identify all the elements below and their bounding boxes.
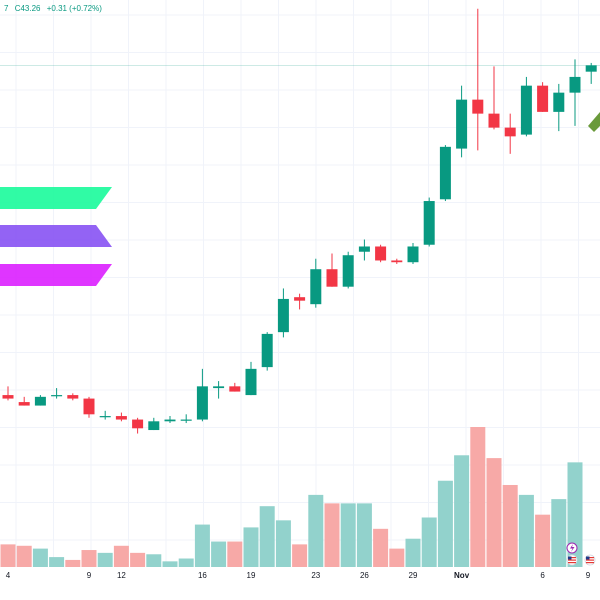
volume-bar: [437, 480, 453, 567]
candle-body: [585, 65, 597, 72]
candle-body: [456, 99, 468, 149]
close-price: C43.26: [14, 4, 41, 13]
volume-bar: [421, 517, 437, 567]
candle-body: [326, 269, 338, 287]
candle-body: [553, 92, 565, 112]
x-tick-label: 9: [87, 571, 92, 580]
volume-bar: [292, 544, 308, 567]
volume-bar: [340, 503, 356, 567]
candle-series: [2, 8, 597, 434]
candle-body: [569, 76, 581, 93]
volume-bar: [227, 541, 243, 567]
volume-bar: [518, 494, 534, 567]
candle-body: [34, 396, 46, 406]
candle-body: [375, 246, 387, 261]
volume-bar: [32, 548, 48, 567]
volume-bar: [259, 506, 275, 567]
candle-body: [261, 333, 273, 368]
volume-bars: [0, 427, 583, 567]
volume-bar: [502, 484, 518, 567]
candle-body: [310, 269, 322, 305]
volume-bar: [356, 503, 372, 567]
trend-arrow-icon: [588, 112, 600, 132]
candle-body: [391, 260, 403, 263]
volume-bar: [65, 559, 81, 567]
candle-body: [132, 419, 144, 429]
volume-bar: [16, 545, 32, 567]
volume-bar: [81, 550, 97, 567]
candle-body: [2, 395, 14, 399]
candle-body: [439, 146, 451, 200]
volume-bar: [551, 499, 567, 567]
x-tick-label: 23: [311, 571, 320, 580]
candle-body: [472, 99, 484, 114]
lightning-icon[interactable]: [566, 542, 578, 554]
candle-body: [51, 395, 63, 397]
volume-bar: [389, 548, 405, 567]
candle-body: [164, 419, 176, 422]
candle-body: [488, 113, 500, 128]
candle-body: [520, 85, 532, 135]
volume-bar: [211, 541, 227, 567]
candle-body: [358, 246, 370, 252]
x-tick-label: 16: [198, 571, 207, 580]
candle-body: [537, 85, 549, 112]
volume-bar: [470, 427, 486, 567]
x-tick-label: 4: [6, 571, 11, 580]
candle-body: [277, 298, 289, 333]
candle-body: [213, 386, 225, 389]
volume-bar: [486, 458, 502, 567]
solana-logo: [0, 187, 112, 286]
candle-body: [115, 416, 127, 420]
volume-bar: [243, 527, 259, 567]
candle-body: [18, 402, 30, 406]
volume-bar: [454, 455, 470, 567]
volume-bar: [97, 552, 113, 567]
x-tick-label: Nov: [454, 571, 470, 580]
x-axis: 4 9 12 16 19 23 26 29 Nov 6 9: [6, 571, 591, 580]
volume-bar: [405, 538, 421, 567]
x-tick-label: 26: [360, 571, 369, 580]
ohlc-legend: 7 C43.26 +0.31 (+0.72%): [4, 4, 106, 13]
volume-bar: [324, 503, 340, 567]
us-flag-icon[interactable]: [566, 554, 578, 566]
candle-body: [342, 255, 354, 287]
volume-bar: [308, 494, 324, 567]
candle-body: [229, 386, 241, 392]
candle-body: [67, 395, 79, 399]
x-tick-label: 29: [409, 571, 418, 580]
volume-bar: [373, 528, 389, 567]
volume-bar: [162, 561, 178, 567]
candle-body: [83, 398, 95, 415]
close-fragment: 7: [4, 4, 9, 13]
candle-body: [148, 421, 160, 431]
candle-body: [504, 127, 516, 137]
volume-bar: [178, 558, 194, 567]
x-tick-label: 6: [540, 571, 545, 580]
candle-body: [407, 246, 419, 263]
volume-bar: [0, 544, 16, 567]
us-flag-icon[interactable]: [584, 554, 596, 566]
price-change: +0.31 (+0.72%): [46, 4, 102, 13]
volume-bar: [49, 557, 65, 567]
candle-body: [196, 386, 208, 420]
x-tick-label: 12: [117, 571, 126, 580]
event-markers[interactable]: [566, 542, 596, 566]
volume-bar: [113, 545, 129, 567]
candle-body: [423, 201, 435, 245]
volume-bar: [194, 524, 210, 567]
candle-body: [99, 416, 111, 418]
volume-bar: [146, 554, 162, 567]
x-tick-label: 19: [247, 571, 256, 580]
volume-bar: [130, 552, 146, 567]
candle-body: [180, 419, 192, 421]
volume-bar: [535, 514, 551, 567]
candle-body: [245, 368, 257, 396]
volume-bar: [567, 462, 583, 567]
x-tick-label: 9: [586, 571, 591, 580]
volume-bar: [275, 520, 291, 567]
candle-body: [294, 297, 306, 301]
